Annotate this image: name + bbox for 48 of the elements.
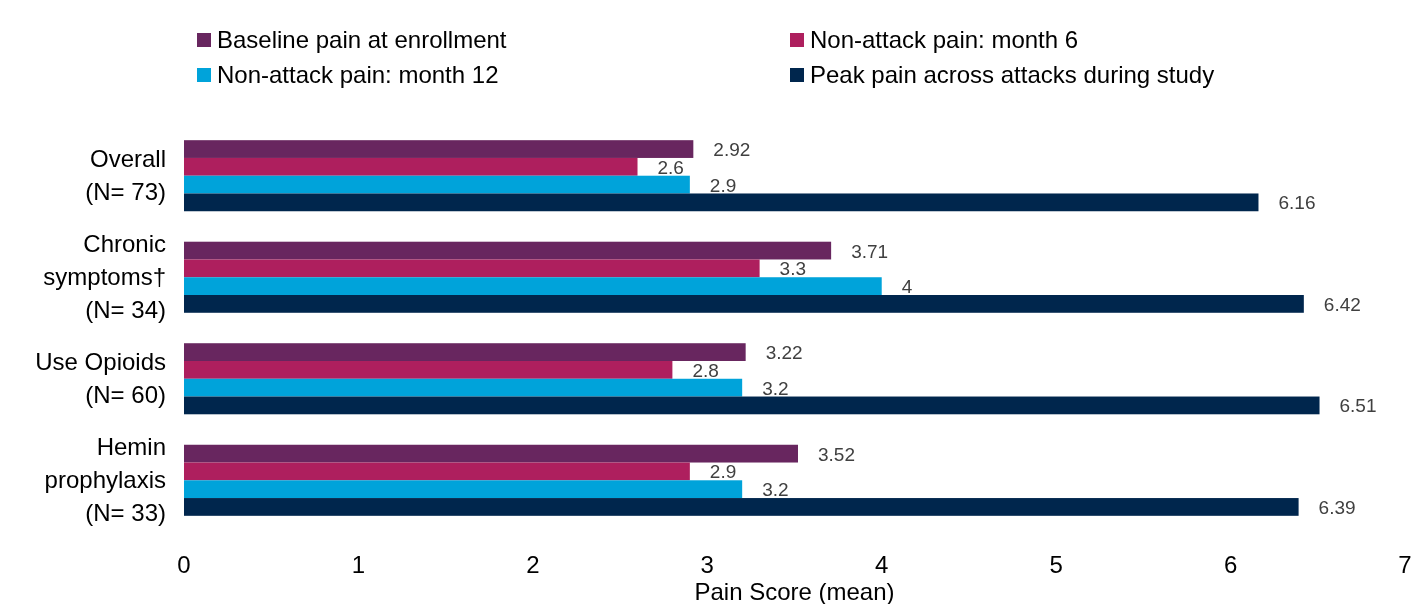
bar (184, 157, 638, 176)
data-label: 3.71 (851, 240, 889, 262)
bar (184, 343, 746, 361)
data-label: 2.9 (709, 461, 737, 483)
legend-label: Peak pain across attacks during study (810, 61, 1215, 88)
x-tick-label: 6 (1223, 551, 1238, 578)
x-tick-label: 5 (1049, 551, 1063, 578)
bar (184, 361, 673, 379)
bar (184, 378, 743, 397)
x-tick-label: 0 (177, 551, 191, 578)
data-label: 2.9 (709, 174, 737, 196)
bar (184, 175, 690, 194)
bar (184, 480, 743, 499)
data-label: 3.2 (762, 377, 789, 399)
bar (184, 241, 832, 260)
legend-label: Non-attack pain: month 6 (810, 26, 1079, 53)
data-label: 3.22 (765, 342, 803, 364)
bar (184, 259, 760, 278)
data-label: 2.6 (657, 156, 684, 178)
data-label: 6.39 (1318, 496, 1356, 518)
data-label: 4 (901, 276, 913, 298)
data-label: 6.51 (1339, 395, 1377, 417)
y-tick-label: Chronic symptoms† (N= 34) (43, 230, 166, 324)
x-tick-label: 4 (875, 551, 889, 578)
data-label: 6.16 (1278, 192, 1316, 214)
legend-label: Baseline pain at enrollment (217, 26, 507, 53)
data-label: 3.3 (779, 258, 807, 280)
bar (184, 295, 1304, 313)
y-tick-label: Hemin prophylaxis (N= 33) (44, 433, 166, 527)
bar (184, 277, 882, 296)
x-tick-label: 2 (526, 551, 540, 578)
bar (184, 140, 694, 158)
x-tick-label: 7 (1398, 551, 1412, 578)
legend-label: Non-attack pain: month 12 (217, 61, 499, 88)
bar (184, 396, 1320, 415)
data-label: 3.52 (817, 443, 855, 465)
data-label: 2.8 (692, 359, 719, 381)
bar (184, 193, 1259, 212)
x-tick-label: 3 (700, 551, 714, 578)
data-label: 3.2 (762, 479, 789, 501)
data-label: 6.42 (1323, 293, 1361, 315)
y-tick-label: Use Opioids (N= 60) (35, 348, 166, 409)
data-label: 2.92 (713, 139, 751, 161)
y-tick-label: Overall (N= 73) (85, 145, 166, 206)
bar (184, 462, 690, 481)
bar (184, 498, 1299, 516)
x-tick-label: 1 (351, 551, 366, 578)
bar (184, 444, 798, 463)
